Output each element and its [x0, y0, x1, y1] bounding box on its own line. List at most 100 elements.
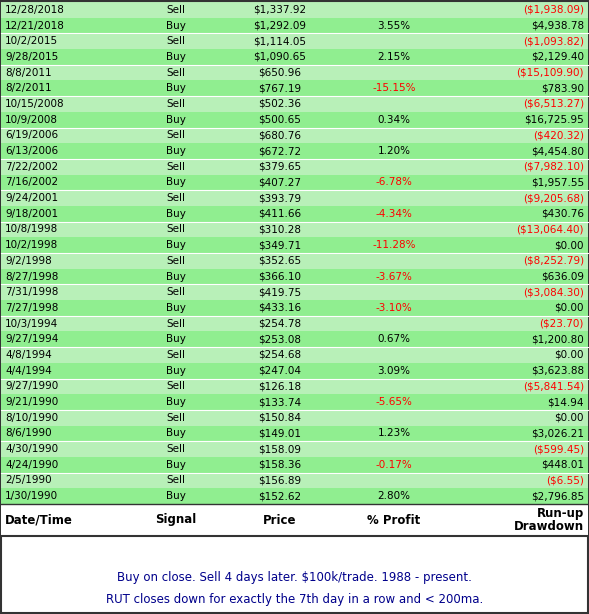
Bar: [1, 33, 588, 49]
Text: 0.34%: 0.34%: [378, 115, 411, 125]
Text: Date/Time: Date/Time: [5, 513, 73, 526]
Text: $0.00: $0.00: [554, 413, 584, 422]
Text: -11.28%: -11.28%: [372, 240, 416, 250]
Text: ($1,938.09): ($1,938.09): [523, 5, 584, 15]
Text: $253.08: $253.08: [259, 334, 302, 344]
Text: 10/15/2008: 10/15/2008: [5, 99, 65, 109]
Text: $500.65: $500.65: [259, 115, 301, 125]
Text: Buy: Buy: [166, 303, 186, 313]
Text: 10/3/1994: 10/3/1994: [5, 319, 58, 328]
Text: 8/27/1998: 8/27/1998: [5, 271, 58, 282]
Text: $680.76: $680.76: [259, 130, 302, 141]
Text: $3,623.88: $3,623.88: [531, 366, 584, 376]
Text: ($599.45): ($599.45): [533, 444, 584, 454]
Text: $379.65: $379.65: [258, 161, 302, 172]
Text: 9/21/1990: 9/21/1990: [5, 397, 58, 407]
Text: $150.84: $150.84: [259, 413, 302, 422]
Bar: [1, 174, 588, 190]
Bar: [1, 253, 588, 269]
Text: $158.36: $158.36: [258, 460, 302, 470]
Text: 8/2/2011: 8/2/2011: [5, 84, 52, 93]
Text: Buy: Buy: [166, 209, 186, 219]
Text: $0.00: $0.00: [554, 303, 584, 313]
Text: 9/24/2001: 9/24/2001: [5, 193, 58, 203]
Text: ($420.32): ($420.32): [533, 130, 584, 141]
Bar: [1, 143, 588, 159]
Bar: [1, 410, 588, 426]
Text: Sell: Sell: [166, 256, 185, 266]
Text: RUT closes down for exactly the 7th day in a row and < 200ma.: RUT closes down for exactly the 7th day …: [106, 594, 483, 607]
Bar: [1, 426, 588, 441]
Text: $349.71: $349.71: [258, 240, 302, 250]
Bar: [1, 284, 588, 300]
Text: 3.55%: 3.55%: [378, 20, 411, 31]
Text: Signal: Signal: [155, 513, 196, 526]
Text: $393.79: $393.79: [258, 193, 302, 203]
Text: $152.62: $152.62: [258, 491, 302, 501]
Text: -3.10%: -3.10%: [376, 303, 412, 313]
Text: Sell: Sell: [166, 381, 185, 391]
Text: Buy: Buy: [166, 84, 186, 93]
Text: $407.27: $407.27: [259, 177, 302, 187]
Text: 2.15%: 2.15%: [378, 52, 411, 62]
Text: $1,292.09: $1,292.09: [253, 20, 306, 31]
Bar: [1, 64, 588, 80]
Text: Buy: Buy: [166, 429, 186, 438]
Text: ($23.70): ($23.70): [540, 319, 584, 328]
Text: ($13,064.40): ($13,064.40): [517, 225, 584, 235]
Text: $2,129.40: $2,129.40: [531, 52, 584, 62]
Text: 9/2/1998: 9/2/1998: [5, 256, 52, 266]
Bar: [1, 128, 588, 143]
Text: ($5,841.54): ($5,841.54): [523, 381, 584, 391]
Bar: [1, 488, 588, 504]
Bar: [1, 504, 588, 536]
Text: 4/8/1994: 4/8/1994: [5, 350, 52, 360]
Text: Buy: Buy: [166, 240, 186, 250]
Text: Buy: Buy: [166, 146, 186, 156]
Text: 3.09%: 3.09%: [378, 366, 411, 376]
Bar: [1, 190, 588, 206]
Text: $3,026.21: $3,026.21: [531, 429, 584, 438]
Text: $158.09: $158.09: [259, 444, 302, 454]
Text: $1,200.80: $1,200.80: [531, 334, 584, 344]
Text: Buy: Buy: [166, 20, 186, 31]
Text: 2.80%: 2.80%: [378, 491, 411, 501]
Text: Sell: Sell: [166, 350, 185, 360]
Bar: [1, 394, 588, 410]
Bar: [1, 2, 588, 18]
Text: -6.78%: -6.78%: [376, 177, 412, 187]
Text: Buy: Buy: [166, 460, 186, 470]
Text: ($6,513.27): ($6,513.27): [523, 99, 584, 109]
Text: $767.19: $767.19: [258, 84, 302, 93]
Text: $1,090.65: $1,090.65: [253, 52, 306, 62]
Text: $0.00: $0.00: [554, 240, 584, 250]
Bar: [1, 206, 588, 222]
Text: -15.15%: -15.15%: [372, 84, 416, 93]
Text: % Profit: % Profit: [368, 513, 421, 526]
Text: $254.78: $254.78: [258, 319, 302, 328]
Bar: [1, 159, 588, 174]
Text: $433.16: $433.16: [258, 303, 302, 313]
Text: Buy: Buy: [166, 177, 186, 187]
Text: 6/13/2006: 6/13/2006: [5, 146, 58, 156]
Text: 7/22/2002: 7/22/2002: [5, 161, 58, 172]
Text: $16,725.95: $16,725.95: [524, 115, 584, 125]
Text: 10/9/2008: 10/9/2008: [5, 115, 58, 125]
Text: $650.96: $650.96: [259, 68, 302, 77]
Text: Sell: Sell: [166, 287, 185, 297]
Text: ($9,205.68): ($9,205.68): [523, 193, 584, 203]
Text: $1,337.92: $1,337.92: [253, 5, 306, 15]
Text: 1.23%: 1.23%: [378, 429, 411, 438]
Text: $411.66: $411.66: [258, 209, 302, 219]
Bar: [1, 316, 588, 332]
Text: Sell: Sell: [166, 193, 185, 203]
Text: $448.01: $448.01: [541, 460, 584, 470]
Text: 10/2/1998: 10/2/1998: [5, 240, 58, 250]
Text: Sell: Sell: [166, 319, 185, 328]
Text: 12/28/2018: 12/28/2018: [5, 5, 65, 15]
Text: ($1,093.82): ($1,093.82): [523, 36, 584, 46]
Text: -3.67%: -3.67%: [376, 271, 412, 282]
Text: $14.94: $14.94: [548, 397, 584, 407]
Text: -4.34%: -4.34%: [376, 209, 412, 219]
Text: 7/16/2002: 7/16/2002: [5, 177, 58, 187]
